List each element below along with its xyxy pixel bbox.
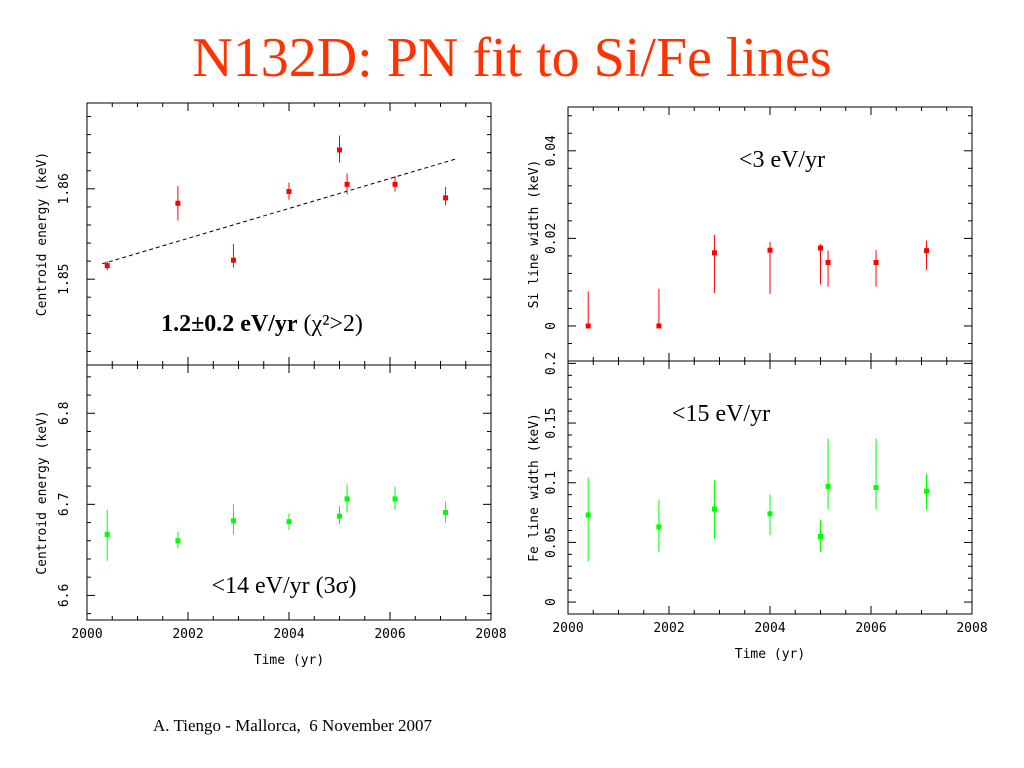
y-tick-label: 0.05 <box>544 527 559 558</box>
plot-frame <box>567 360 973 615</box>
data-point <box>585 323 591 329</box>
chart-annotation: <15 eV/yr <box>672 401 770 427</box>
x-axis-label: Time (yr) <box>254 653 324 668</box>
data-point <box>818 245 823 251</box>
data-point <box>337 147 342 153</box>
plot-frame <box>567 106 973 362</box>
y-axis-label: Centroid energy (keV) <box>35 152 50 316</box>
fit-line <box>102 158 456 265</box>
data-point <box>230 518 236 524</box>
data-point <box>175 538 181 544</box>
y-tick-label: 0.2 <box>544 352 559 375</box>
data-point <box>286 189 292 195</box>
data-point <box>344 181 350 187</box>
data-point <box>443 510 449 516</box>
data-point <box>585 512 591 518</box>
y-tick-label: 0 <box>544 322 559 330</box>
y-tick-label: 1.85 <box>57 264 72 295</box>
data-point <box>392 181 398 187</box>
y-axis-label: Si line width (keV) <box>527 160 542 309</box>
x-tick-label: 2002 <box>172 627 203 642</box>
x-tick-label: 2004 <box>754 621 785 636</box>
x-tick-label: 2008 <box>475 627 506 642</box>
x-tick-label: 2000 <box>71 627 102 642</box>
x-tick-label: 2002 <box>653 621 684 636</box>
data-point <box>711 506 717 512</box>
y-tick-label: 0.02 <box>544 223 559 254</box>
plot-frame <box>86 364 492 621</box>
data-point <box>392 496 398 502</box>
data-point <box>230 257 236 263</box>
y-tick-label: 0.15 <box>544 407 559 438</box>
data-point <box>175 200 181 206</box>
data-point <box>924 488 930 494</box>
y-tick-label: 6.6 <box>57 584 72 607</box>
x-tick-label: 2000 <box>552 621 583 636</box>
data-point <box>767 511 773 517</box>
footer-credit: A. Tiengo - Mallorca, 6 November 2007 <box>153 716 433 735</box>
chart-annotation: <3 eV/yr <box>739 147 825 173</box>
data-point <box>825 483 831 489</box>
data-point <box>825 259 831 265</box>
data-point <box>767 247 773 253</box>
data-point <box>443 195 449 201</box>
data-point <box>656 524 662 530</box>
x-tick-label: 2008 <box>956 621 987 636</box>
data-point <box>286 519 292 525</box>
y-tick-label: 1.86 <box>57 173 72 204</box>
y-tick-label: 6.7 <box>57 493 72 516</box>
data-point <box>873 259 879 265</box>
data-point <box>104 263 110 269</box>
chart-annotation: <14 eV/yr (3σ) <box>211 573 356 599</box>
data-point <box>344 496 350 502</box>
data-point <box>104 531 110 537</box>
slide-title: N132D: PN fit to Si/Fe lines <box>192 27 832 89</box>
annotation-chi2: (χ²>2) <box>298 311 363 337</box>
y-tick-label: 0.04 <box>544 135 559 166</box>
x-tick-label: 2004 <box>273 627 304 642</box>
y-axis-label: Fe line width (keV) <box>527 413 542 562</box>
data-point <box>818 533 823 539</box>
data-point <box>656 323 662 329</box>
chart-annotation: 1.2±0.2 eV/yr (χ²>2) <box>161 311 363 337</box>
plot-frame <box>86 102 492 366</box>
x-axis-label: Time (yr) <box>735 647 805 662</box>
chart-panel-si-centroid: 1.85 1.86 Centroid energy (keV) 1.2±0.2 eV/… <box>35 102 492 366</box>
y-tick-label: 0 <box>544 598 559 606</box>
y-tick-label: 0.1 <box>544 471 559 494</box>
y-tick-label: 6.8 <box>57 402 72 425</box>
chart-panel-fe-width: 0 0.05 0.1 0.15 0.2 Fe line width (keV) 2000 20… <box>527 352 988 662</box>
y-axis-label: Centroid energy (keV) <box>35 410 50 574</box>
data-point <box>924 248 930 254</box>
x-tick-label: 2006 <box>374 627 405 642</box>
x-tick-label: 2006 <box>855 621 886 636</box>
data-point <box>337 513 342 519</box>
annotation-slope: 1.2±0.2 eV/yr <box>161 311 298 337</box>
data-point <box>711 250 717 256</box>
chart-panel-fe-centroid: 6.6 6.7 6.8 Centroid energy (keV) 2000 2002 20… <box>35 364 507 668</box>
data-point <box>873 485 879 490</box>
